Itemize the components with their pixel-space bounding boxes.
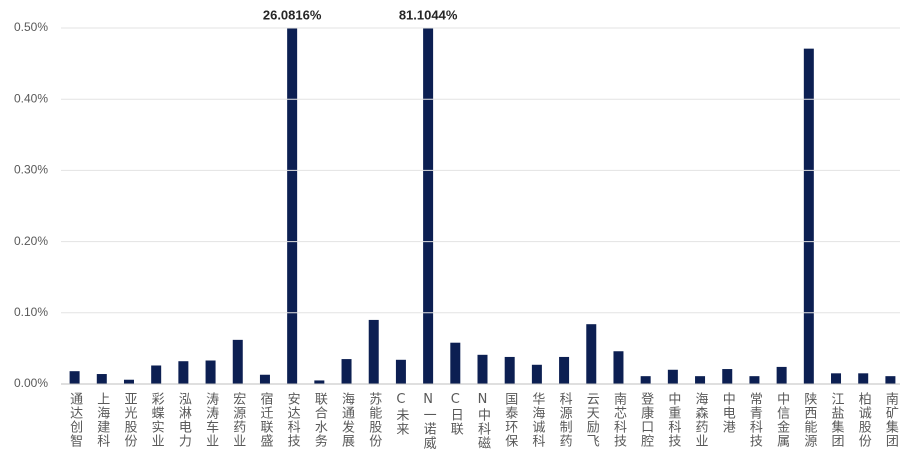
bar xyxy=(858,373,869,384)
bar xyxy=(151,365,162,384)
y-tick-label: 0.50% xyxy=(14,20,48,34)
x-tick-label: 联合水务 xyxy=(312,392,328,448)
x-tick-label: 亚光股份 xyxy=(121,392,137,448)
bar xyxy=(559,356,570,384)
data-label: 81.1044% xyxy=(399,7,458,22)
x-tick-label: 海森药业 xyxy=(693,392,709,448)
x-tick-label: N中科磁 xyxy=(475,392,491,450)
plot-area xyxy=(69,28,896,384)
bar xyxy=(885,376,896,384)
bar xyxy=(531,364,542,384)
x-tick-label: 科源制药 xyxy=(557,392,573,448)
x-tick-label: C日联 xyxy=(448,392,464,436)
bar xyxy=(423,28,434,384)
y-tick-label: 0.10% xyxy=(14,305,48,319)
bar xyxy=(831,373,842,384)
x-tick-label: 安达科技 xyxy=(285,392,301,448)
bar xyxy=(803,48,814,384)
bar xyxy=(259,374,270,384)
bar xyxy=(123,379,134,384)
bar xyxy=(96,374,107,384)
x-tick-label: 中重科技 xyxy=(665,392,681,448)
bar xyxy=(667,369,678,384)
x-tick-label: 彩蝶实业 xyxy=(149,392,165,448)
bar xyxy=(504,356,515,384)
bar xyxy=(613,351,624,384)
x-tick-label: 宿迁联盛 xyxy=(257,391,273,448)
bar xyxy=(314,380,325,384)
bar xyxy=(69,371,80,384)
data-label: 26.0816% xyxy=(263,7,322,22)
bar xyxy=(776,366,787,384)
y-tick-label: 0.00% xyxy=(14,376,48,390)
x-tick-label: N一诺威 xyxy=(421,392,437,450)
x-tick-label: C未来 xyxy=(393,392,409,436)
bar xyxy=(341,359,352,384)
x-tick-label: 苏能股份 xyxy=(366,391,382,448)
bar xyxy=(287,28,298,384)
bar xyxy=(368,319,379,384)
x-tick-label: 南矿集团 xyxy=(883,391,899,448)
x-tick-label: 涛涛车业 xyxy=(203,391,219,448)
x-tick-label: 江盐集团 xyxy=(829,392,845,448)
y-tick-label: 0.30% xyxy=(14,163,48,177)
bar xyxy=(395,359,406,384)
bar xyxy=(640,376,651,384)
bar xyxy=(477,354,488,384)
x-tick-label: 华海诚科 xyxy=(529,392,545,448)
x-tick-label: 海通发展 xyxy=(339,392,355,448)
bar xyxy=(749,376,760,384)
y-tick-label: 0.20% xyxy=(14,234,48,248)
bar xyxy=(695,376,706,384)
x-tick-label: 陕西能源 xyxy=(801,392,817,448)
x-tick-label: 通达创智 xyxy=(67,392,83,448)
bar xyxy=(178,361,189,384)
x-tick-label: 国泰环保 xyxy=(502,392,518,448)
x-tick-label: 柏诚股份 xyxy=(856,392,872,448)
x-tick-label: 常青科技 xyxy=(747,392,763,448)
x-tick-label: 登康口腔 xyxy=(638,392,654,448)
bar xyxy=(450,342,461,384)
x-tick-label: 云天励飞 xyxy=(584,392,600,448)
x-tick-label: 南芯科技 xyxy=(611,391,627,448)
y-tick-label: 0.40% xyxy=(14,91,48,105)
bar xyxy=(722,369,733,384)
x-tick-label: 中信金属 xyxy=(774,392,790,448)
x-tick-label: 宏源药业 xyxy=(230,392,246,448)
bar xyxy=(232,339,243,384)
bar xyxy=(205,360,216,384)
x-tick-label: 上海建科 xyxy=(94,392,110,448)
x-tick-label: 中电港 xyxy=(720,392,736,434)
x-tick-label: 泓淋电力 xyxy=(176,392,192,448)
bar xyxy=(586,324,597,384)
